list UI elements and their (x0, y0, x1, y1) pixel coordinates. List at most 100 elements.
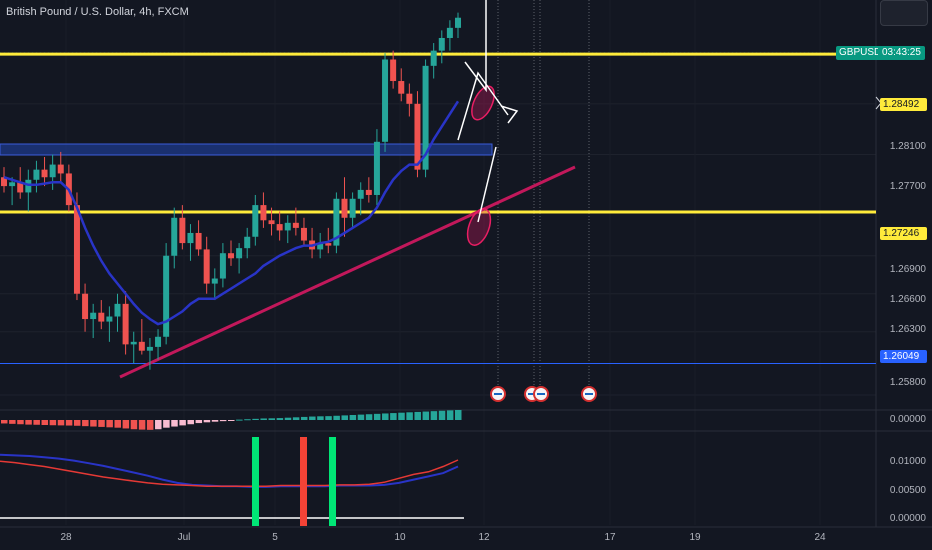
candle-body (49, 164, 56, 178)
histogram-bar (357, 414, 365, 420)
histogram-bar (122, 420, 130, 429)
histogram-bar (82, 420, 89, 427)
candle-body (25, 179, 32, 193)
time-label-2: Jul (177, 532, 191, 543)
arrow-line-up (477, 146, 497, 223)
candle-body (390, 59, 397, 82)
histogram-bar (422, 411, 430, 420)
histogram-bar (219, 420, 227, 422)
candle-body (179, 217, 186, 244)
histogram-bar (179, 420, 186, 426)
histogram-bar (106, 420, 113, 428)
candle-body (73, 205, 80, 294)
candle-body (57, 164, 64, 174)
price-label-5: 1.26300 (889, 324, 926, 335)
time-label-7: 19 (689, 532, 701, 543)
histogram-bar (163, 420, 170, 428)
signal-bar-green (329, 437, 336, 526)
candle-body (163, 255, 170, 337)
candle-body (90, 312, 97, 320)
histogram-bar (349, 415, 357, 420)
histogram-bar (292, 417, 300, 420)
histogram-bar (398, 412, 405, 420)
histogram-bar (252, 418, 259, 420)
histogram-bar (455, 410, 462, 420)
histogram-bar (382, 413, 389, 420)
candle-body (211, 278, 218, 284)
signal-bar-green (252, 437, 259, 526)
histogram-bar (57, 420, 65, 426)
resistance-zone (0, 143, 493, 156)
time-label-8: 24 (814, 532, 826, 543)
histogram-bar (155, 420, 162, 430)
candle-body (98, 312, 105, 322)
histogram-bar (171, 420, 178, 427)
osc-label-2: 0.00500 (889, 485, 926, 496)
candle-body (268, 220, 275, 225)
arrow-path-down (464, 0, 487, 93)
histogram-bar (187, 420, 194, 425)
histogram-bar (9, 420, 16, 424)
histogram-bar (390, 413, 397, 420)
histogram-bar (414, 411, 421, 420)
candle-body (106, 316, 113, 322)
candle-body (244, 236, 251, 249)
candle-body (382, 59, 389, 142)
price-label-1: 1.28100 (889, 141, 926, 152)
arrow-head (500, 105, 519, 124)
time-label-1: 28 (60, 532, 72, 543)
candle-body (171, 217, 178, 256)
histogram-bar (41, 420, 49, 425)
candle-body (414, 103, 421, 170)
candle-body (365, 189, 372, 195)
candle-body (430, 50, 437, 66)
histogram-bar (430, 411, 438, 420)
candle-body (1, 177, 7, 187)
candle-body (33, 169, 40, 180)
candle-body (260, 205, 267, 221)
price-label-6: 1.25800 (889, 377, 926, 388)
histogram-bar (65, 420, 73, 426)
moving-average-line (3, 100, 460, 326)
histogram-bar (309, 416, 316, 420)
osc-label-1: 0.01000 (889, 456, 926, 467)
candle-body (438, 37, 445, 51)
candle-body (219, 253, 226, 279)
candle-body (155, 336, 162, 347)
histogram-bar (300, 416, 308, 420)
level-tag-upper: 1.28492 (880, 98, 927, 111)
candle-body (146, 346, 153, 351)
histogram-bar (130, 420, 138, 430)
level-tag-mid: 1.27246 (880, 227, 927, 240)
oscillator-line-red (0, 459, 459, 487)
histogram-bar (260, 418, 267, 420)
candle-body (349, 198, 356, 218)
countdown-badge: 03:43:25 (878, 46, 925, 60)
trendline (119, 165, 576, 379)
candle-body (398, 81, 405, 94)
highlight-ellipse-lower (466, 208, 492, 246)
histogram-bar (446, 410, 454, 420)
candle-body (114, 303, 121, 317)
histogram-bar (211, 420, 219, 422)
candle-body (236, 248, 243, 259)
highlight-ellipse-upper (471, 85, 495, 121)
histogram-bar (438, 410, 446, 420)
candle-body (357, 189, 364, 199)
symbol-badge: GBPUSD (836, 46, 885, 60)
candle-body (406, 93, 413, 104)
candle-body (341, 198, 348, 218)
histogram-bar (90, 420, 97, 427)
candle-body (9, 182, 16, 187)
time-label-3: 5 (272, 532, 278, 543)
histogram-bar (373, 413, 381, 420)
level-tag-low: 1.26049 (880, 350, 927, 363)
histogram-bar (203, 420, 211, 423)
price-scale-top-box[interactable] (880, 0, 928, 26)
chart-title: British Pound / U.S. Dollar, 4h, FXCM (6, 6, 189, 18)
histogram-bar (49, 420, 57, 426)
candle-body (373, 141, 380, 195)
candle-body (130, 341, 137, 345)
